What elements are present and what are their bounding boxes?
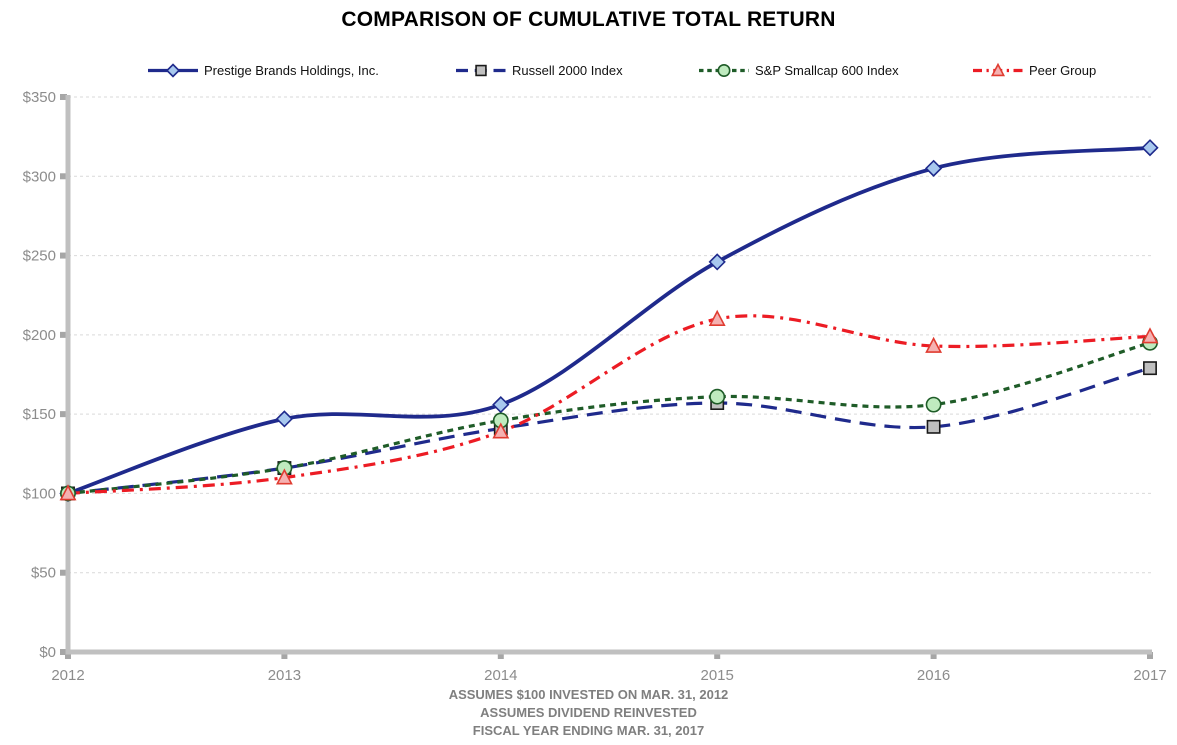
- legend-marker-circle-icon: [717, 64, 731, 77]
- y-tick: [60, 331, 67, 338]
- y-axis-label: $250: [23, 248, 56, 265]
- series-line-3: [67, 314, 1151, 496]
- series-2-marker: [709, 388, 726, 405]
- legend-item-2: S&P Smallcap 600 Index: [698, 62, 899, 79]
- y-tick: [60, 411, 67, 418]
- footer-line-2: ASSUMES DIVIDEND REINVESTED: [480, 705, 697, 720]
- series-1-marker: [926, 419, 941, 434]
- x-axis-label: 2013: [268, 667, 301, 684]
- series-0-marker: [275, 410, 294, 428]
- y-axis-label: $200: [23, 327, 56, 344]
- series-2-marker: [925, 396, 942, 413]
- legend-swatch-circle-icon: [699, 64, 749, 77]
- y-axis-label: $100: [23, 485, 56, 502]
- y-axis-label: $150: [23, 406, 56, 423]
- x-axis-label: 2017: [1133, 667, 1166, 684]
- legend-item-1: Russell 2000 Index: [455, 62, 623, 79]
- legend-marker-triangle-icon: [990, 62, 1006, 77]
- legend-swatch-diamond-icon: [148, 63, 198, 78]
- legend-swatch-square-icon: [456, 64, 506, 77]
- x-axis-label: 2014: [484, 667, 517, 684]
- series-0-marker: [708, 253, 726, 271]
- chart-title: COMPARISON OF CUMULATIVE TOTAL RETURN: [341, 8, 836, 31]
- series-3-marker: [708, 309, 726, 326]
- series-0-marker: [492, 395, 510, 414]
- legend-marker-diamond-icon: [165, 63, 181, 78]
- x-tick: [497, 652, 504, 659]
- legend-swatch-triangle-icon: [973, 62, 1023, 77]
- series-0-marker: [924, 159, 943, 177]
- y-axis-label: $50: [31, 565, 56, 582]
- x-tick: [1147, 652, 1153, 659]
- x-axis-label: 2012: [51, 667, 84, 684]
- x-tick: [930, 652, 937, 659]
- legend-item-3: Peer Group: [972, 62, 1096, 79]
- series-line-0: [67, 145, 1151, 496]
- series-3-marker: [275, 468, 293, 485]
- y-axis-label: $350: [23, 89, 56, 106]
- series-line-2: [67, 341, 1151, 496]
- y-tick: [60, 94, 67, 100]
- legend-label: Prestige Brands Holdings, Inc.: [204, 63, 379, 78]
- legend-label: S&P Smallcap 600 Index: [755, 63, 899, 78]
- series-1-marker: [1143, 361, 1157, 376]
- legend-marker-square-icon: [475, 64, 487, 77]
- series-3-marker: [492, 422, 510, 439]
- y-tick: [60, 569, 67, 576]
- x-axis-label: 2016: [917, 667, 950, 684]
- legend-label: Russell 2000 Index: [512, 63, 623, 78]
- x-tick: [281, 652, 288, 659]
- x-axis-label: 2015: [701, 667, 734, 684]
- series-3-marker: [1141, 327, 1159, 344]
- footer-line-1: ASSUMES $100 INVESTED ON MAR. 31, 2012: [448, 687, 729, 702]
- series-3-marker: [925, 336, 943, 353]
- x-tick: [65, 652, 71, 659]
- y-axis-label: $300: [23, 168, 56, 185]
- y-axis-label: $0: [39, 644, 56, 661]
- footer-line-3: FISCAL YEAR ENDING MAR. 31, 2017: [472, 723, 705, 738]
- series-line-1: [67, 366, 1151, 496]
- y-tick: [60, 173, 67, 180]
- legend-label: Peer Group: [1029, 63, 1097, 78]
- x-tick: [714, 652, 721, 659]
- series-3-marker: [59, 484, 77, 501]
- series-0-marker: [1141, 139, 1159, 157]
- y-tick: [60, 649, 67, 655]
- legend-item-0: Prestige Brands Holdings, Inc.: [147, 62, 379, 79]
- y-tick: [60, 252, 67, 259]
- footer-notes: ASSUMES $100 INVESTED ON MAR. 31, 2012 A…: [0, 686, 1177, 740]
